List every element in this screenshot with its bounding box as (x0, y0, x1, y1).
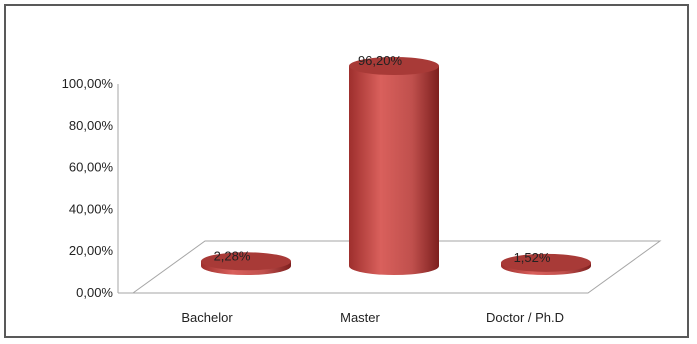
data-label: 96,20% (358, 53, 403, 68)
category-label-doctor: Doctor / Ph.D (486, 310, 564, 325)
bar-top (349, 57, 439, 75)
y-tick-label: 0,00% (76, 285, 113, 300)
bar-master (349, 57, 439, 275)
data-label: 1,52% (514, 250, 551, 265)
category-label-master: Master (340, 310, 380, 325)
y-tick-label: 20,00% (69, 243, 114, 258)
bar-bachelor (201, 252, 291, 275)
y-tick-label: 40,00% (69, 201, 114, 216)
y-tick-label: 80,00% (69, 118, 114, 133)
y-tick-label: 100,00% (62, 76, 114, 91)
bar-doctor-ph-d (501, 253, 591, 275)
chart-floor (131, 240, 662, 294)
data-label: 2,28% (214, 248, 251, 263)
y-tick-label: 60,00% (69, 160, 114, 175)
bar-body (349, 66, 439, 275)
bar-top (201, 252, 291, 271)
category-label-bachelor: Bachelor (181, 310, 233, 325)
bar-top (501, 253, 591, 272)
